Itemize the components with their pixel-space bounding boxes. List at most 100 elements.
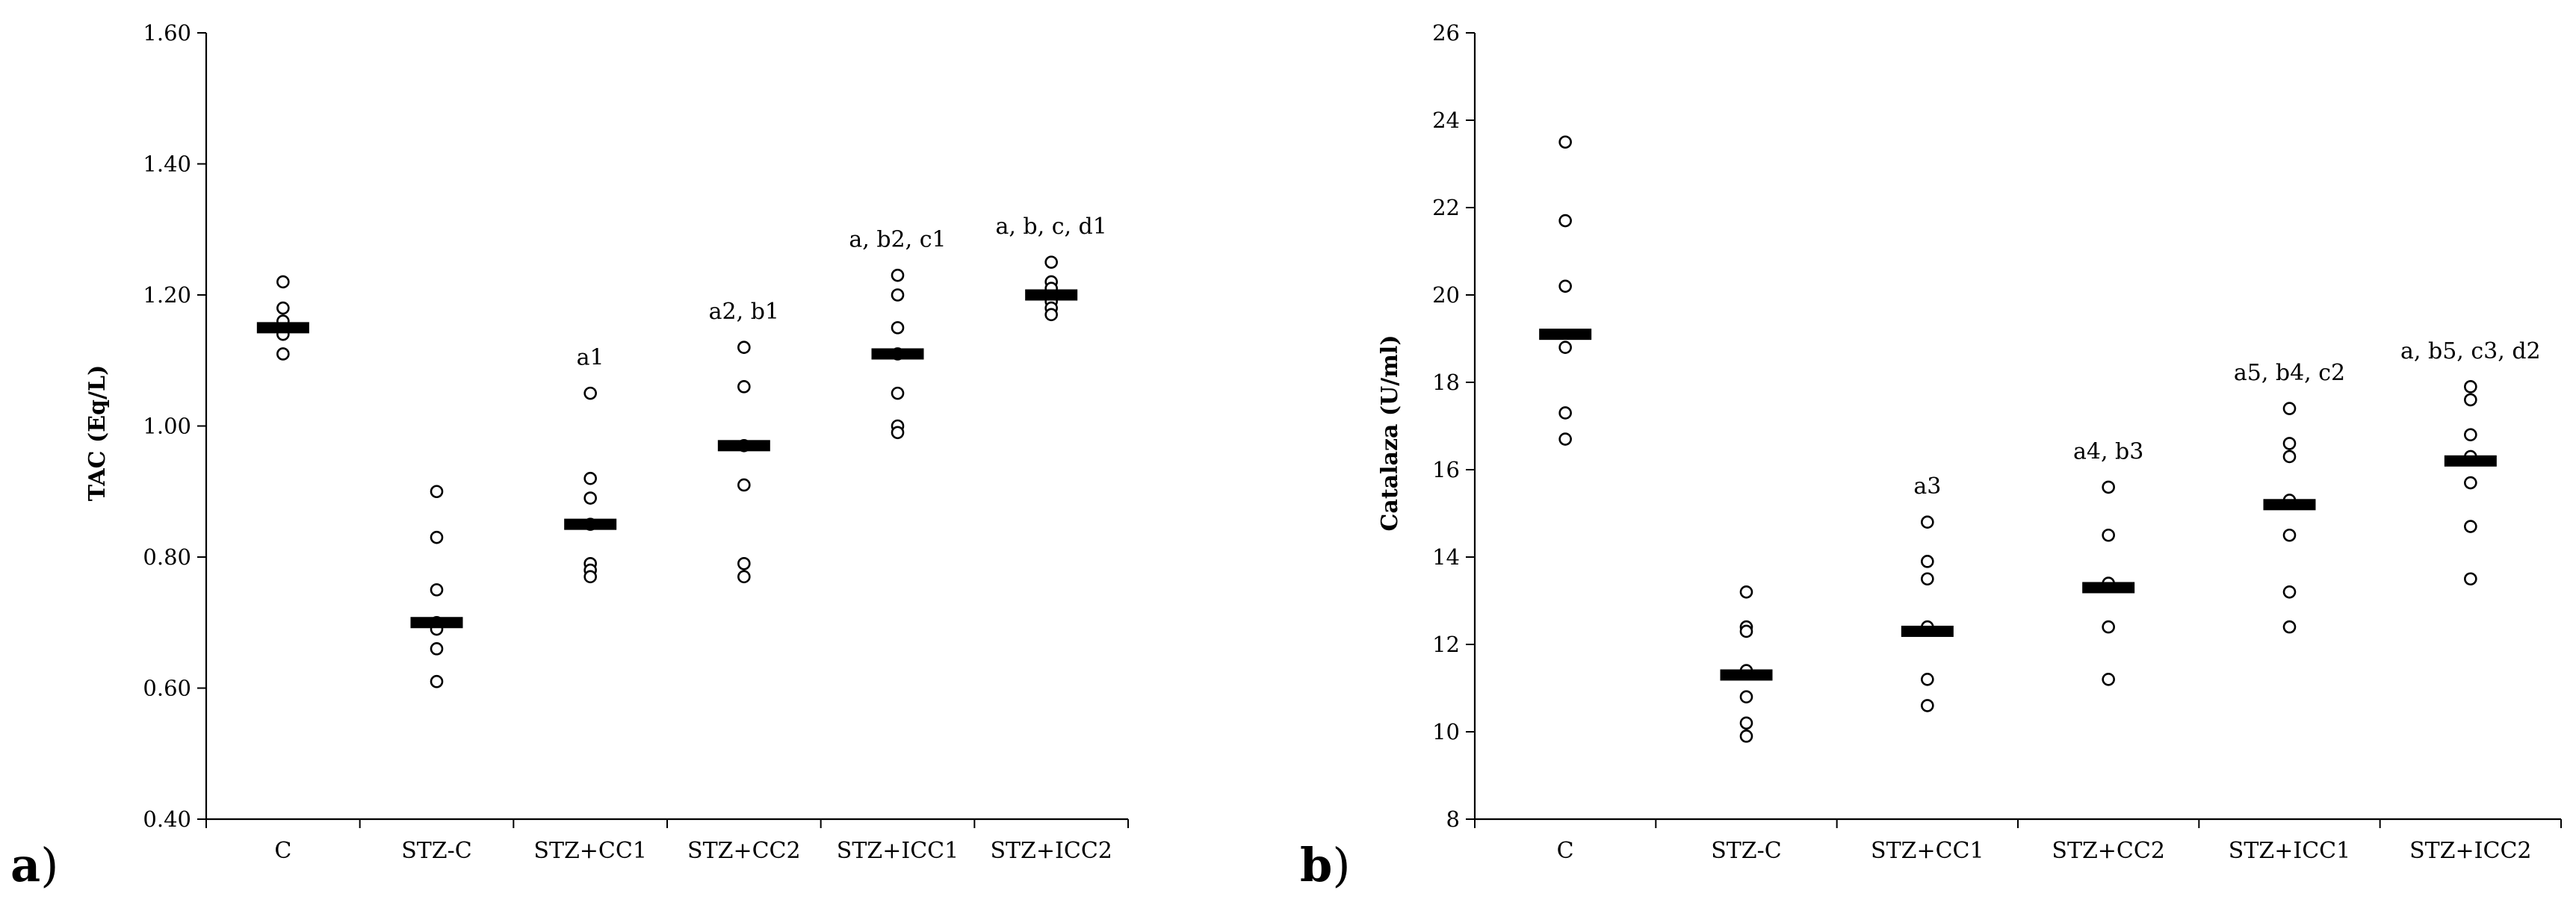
significance-label: a4, b3 bbox=[2073, 438, 2143, 464]
panel-b-points bbox=[1558, 135, 2477, 743]
significance-label: a3 bbox=[1913, 473, 1941, 500]
x-tick-label: STZ-C bbox=[1711, 838, 1782, 864]
panel-a-y-ticks: 0.40 0.60 0.80 1.00 1.20 1.40 1.60 bbox=[143, 20, 206, 832]
panel-b-tag: b) bbox=[1300, 838, 1351, 892]
data-point bbox=[2464, 572, 2477, 586]
x-tick-label: C bbox=[274, 838, 291, 864]
data-point bbox=[1558, 214, 1572, 228]
data-point bbox=[2464, 393, 2477, 407]
data-point bbox=[2464, 428, 2477, 442]
data-point bbox=[1921, 515, 1934, 529]
data-point bbox=[2282, 620, 2297, 634]
y-tick-label: 1.00 bbox=[143, 414, 191, 439]
data-point bbox=[430, 485, 444, 499]
data-point bbox=[2282, 437, 2297, 450]
y-tick-label: 18 bbox=[1432, 370, 1460, 395]
panel-a-x-ticks: C STZ-C STZ+CC1 STZ+CC2 STZ+ICC1 STZ+ICC2 bbox=[205, 819, 1129, 864]
x-tick-label: STZ+CC1 bbox=[1871, 838, 1984, 864]
data-point bbox=[583, 386, 597, 400]
data-point bbox=[1044, 255, 1058, 269]
x-tick-label: STZ+ICC2 bbox=[990, 838, 1112, 864]
y-tick-label: 12 bbox=[1432, 632, 1460, 657]
panel-b-y-axis-title: Catalaza (U/ml) bbox=[1377, 335, 1403, 531]
mean-bar bbox=[2263, 499, 2316, 511]
mean-bar bbox=[1025, 289, 1078, 301]
data-point bbox=[891, 426, 905, 440]
data-point bbox=[430, 674, 444, 688]
data-point bbox=[1558, 406, 1572, 420]
mean-bar bbox=[1720, 669, 1773, 681]
data-point bbox=[1739, 624, 1753, 638]
data-point bbox=[1558, 341, 1572, 355]
y-tick-label: 1.40 bbox=[143, 152, 191, 177]
significance-label: a2, b1 bbox=[709, 299, 779, 325]
x-tick-label: STZ+CC1 bbox=[533, 838, 647, 864]
y-tick-label: 1.60 bbox=[143, 20, 191, 46]
data-point bbox=[1739, 690, 1753, 704]
y-tick-label: 14 bbox=[1432, 544, 1460, 570]
panel-b-annotations: a3 a4, b3 a5, b4, c2 a, b5, c3, d2 bbox=[1913, 338, 2540, 500]
data-point bbox=[2102, 672, 2115, 686]
x-tick-label: STZ+CC2 bbox=[687, 838, 801, 864]
significance-label: a, b, c, d1 bbox=[995, 214, 1106, 240]
y-tick-label: 1.20 bbox=[143, 282, 191, 308]
x-tick-label: STZ+ICC1 bbox=[2229, 838, 2350, 864]
panel-b-axes bbox=[1473, 33, 2561, 821]
significance-label: a, b2, c1 bbox=[849, 227, 946, 253]
panel-a-points bbox=[276, 255, 1058, 688]
data-point bbox=[891, 386, 905, 400]
data-point bbox=[1558, 432, 1572, 446]
mean-bar bbox=[2082, 582, 2135, 594]
data-point bbox=[737, 556, 751, 570]
data-point bbox=[2102, 480, 2115, 494]
data-point bbox=[1921, 672, 1934, 686]
panel-a-tag: a) bbox=[10, 838, 58, 892]
data-point bbox=[1921, 572, 1934, 586]
y-tick-label: 0.60 bbox=[143, 676, 191, 701]
data-point bbox=[1558, 279, 1572, 293]
x-tick-label: C bbox=[1557, 838, 1574, 864]
data-point bbox=[737, 380, 751, 394]
data-point bbox=[1558, 135, 1572, 149]
data-point bbox=[737, 570, 751, 584]
data-point bbox=[737, 478, 751, 492]
significance-label: a, b5, c3, d2 bbox=[2400, 338, 2541, 364]
data-point bbox=[891, 321, 905, 335]
y-tick-label: 24 bbox=[1432, 108, 1460, 133]
mean-bar bbox=[256, 322, 309, 334]
data-point bbox=[891, 288, 905, 302]
significance-label: a1 bbox=[577, 345, 604, 371]
data-point bbox=[2464, 380, 2477, 394]
panel-a-axes bbox=[205, 33, 1128, 821]
data-point bbox=[276, 275, 290, 289]
panel-a-chart: TAC (Eq/L) 0.400.600.801.001.201.401.60 … bbox=[10, 20, 1129, 892]
mean-bar bbox=[871, 348, 924, 360]
data-point bbox=[430, 583, 444, 597]
data-point bbox=[583, 491, 597, 505]
data-point bbox=[2282, 450, 2297, 464]
data-point bbox=[276, 347, 290, 361]
data-point bbox=[2464, 476, 2477, 490]
data-point bbox=[583, 570, 597, 584]
data-point bbox=[2282, 585, 2297, 599]
data-point bbox=[891, 268, 905, 282]
data-point bbox=[2102, 620, 2115, 634]
panel-a-y-axis-title: TAC (Eq/L) bbox=[84, 365, 111, 502]
data-point bbox=[1921, 555, 1934, 568]
panel-b-x-ticks: C STZ-C STZ+CC1 STZ+CC2 STZ+ICC1 STZ+ICC2 bbox=[1474, 819, 2562, 864]
mean-bar bbox=[2444, 455, 2497, 467]
data-point bbox=[430, 530, 444, 544]
y-tick-label: 20 bbox=[1432, 282, 1460, 308]
data-point bbox=[737, 341, 751, 355]
data-point bbox=[2102, 528, 2115, 542]
data-point bbox=[1739, 716, 1753, 730]
panel-b-y-ticks: 8 10 12 14 16 18 20 22 24 26 bbox=[1432, 20, 1475, 832]
data-point bbox=[1739, 585, 1753, 599]
x-tick-label: STZ+ICC2 bbox=[2409, 838, 2531, 864]
mean-bar bbox=[410, 617, 463, 629]
data-point bbox=[1921, 699, 1934, 712]
data-point bbox=[1739, 730, 1753, 743]
mean-bar bbox=[717, 440, 770, 452]
panel-b-letter: b bbox=[1300, 838, 1332, 892]
